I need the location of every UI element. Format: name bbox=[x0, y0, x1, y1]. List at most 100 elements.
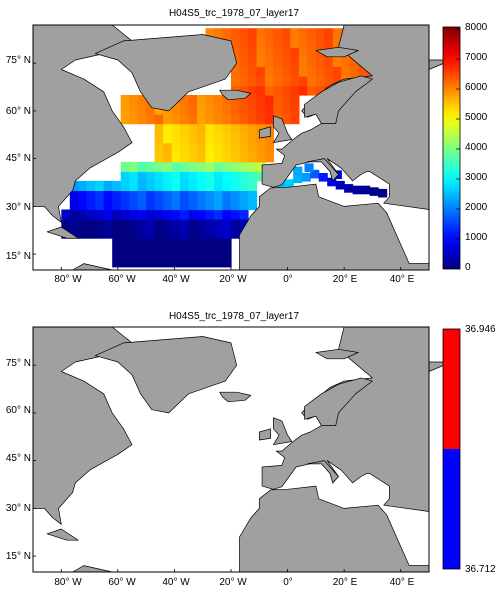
heatmap-cell bbox=[180, 257, 190, 268]
heatmap-cell bbox=[197, 247, 207, 258]
heatmap-cell bbox=[205, 123, 215, 134]
heatmap-cell bbox=[163, 228, 173, 239]
heatmap-cell bbox=[256, 104, 266, 115]
heatmap-cell bbox=[298, 66, 308, 77]
heatmap-cell bbox=[214, 171, 224, 182]
heatmap-cell bbox=[188, 104, 198, 115]
heatmap-cell bbox=[248, 180, 258, 191]
heatmap-cell bbox=[304, 163, 314, 172]
heatmap-cell bbox=[214, 28, 224, 39]
heatmap-cell bbox=[120, 180, 130, 191]
heatmap-cell bbox=[129, 114, 139, 125]
heatmap-cell bbox=[231, 123, 241, 134]
heatmap-cell bbox=[214, 180, 224, 191]
heatmap-cell bbox=[248, 75, 258, 86]
heatmap-cell bbox=[129, 95, 139, 106]
chart2-x-tick: 80° W bbox=[54, 577, 82, 588]
chart2-title: H04S5_trc_1978_07_layer17 bbox=[168, 311, 300, 322]
heatmap-cell bbox=[163, 133, 173, 144]
heatmap-cell bbox=[273, 47, 283, 58]
heatmap-cell bbox=[129, 104, 139, 115]
heatmap-cell bbox=[205, 171, 215, 182]
chart1-x-tick: 80° W bbox=[54, 274, 82, 285]
heatmap-cell bbox=[146, 200, 156, 211]
heatmap-cell bbox=[315, 56, 325, 67]
heatmap-cell bbox=[112, 257, 122, 268]
heatmap-cell bbox=[86, 228, 96, 239]
chart2-y-tick: 45° N bbox=[5, 453, 31, 464]
heatmap-cell bbox=[146, 228, 156, 239]
heatmap-cell bbox=[69, 180, 79, 191]
heatmap-cell bbox=[69, 228, 79, 239]
heatmap-cell bbox=[197, 209, 207, 220]
chart2-y-tick: 60° N bbox=[5, 405, 31, 416]
heatmap-cell bbox=[307, 47, 317, 58]
heatmap-cell bbox=[205, 190, 215, 201]
heatmap-cell bbox=[146, 180, 156, 191]
heatmap-cell bbox=[129, 247, 139, 258]
heatmap-cell bbox=[146, 114, 156, 125]
heatmap-cell bbox=[290, 37, 300, 48]
heatmap-cell bbox=[205, 200, 215, 211]
chart2-colorbar-tick: 36.712 bbox=[465, 564, 496, 575]
heatmap-cell bbox=[137, 238, 147, 249]
heatmap-cell bbox=[197, 238, 207, 249]
heatmap-cell bbox=[197, 152, 207, 163]
heatmap-cell bbox=[256, 37, 266, 48]
heatmap-cell bbox=[197, 104, 207, 115]
heatmap-cell bbox=[264, 133, 274, 144]
heatmap-cell bbox=[129, 190, 139, 201]
chart1-colorbar-tick: 2000 bbox=[465, 202, 488, 213]
heatmap-cell bbox=[180, 95, 190, 106]
heatmap-cell bbox=[180, 190, 190, 201]
heatmap-cell bbox=[214, 114, 224, 125]
heatmap-cell bbox=[205, 133, 215, 144]
heatmap-cell bbox=[231, 95, 241, 106]
heatmap-cell bbox=[163, 180, 173, 191]
heatmap-cell bbox=[239, 95, 249, 106]
heatmap-cell bbox=[180, 219, 190, 230]
heatmap-cell bbox=[248, 123, 258, 134]
heatmap-cell bbox=[248, 95, 258, 106]
heatmap-cell bbox=[239, 47, 249, 58]
heatmap-cell bbox=[315, 85, 325, 96]
heatmap-cell bbox=[188, 247, 198, 258]
heatmap-cell bbox=[231, 219, 241, 230]
heatmap-cell bbox=[222, 152, 232, 163]
heatmap-cell bbox=[273, 37, 283, 48]
heatmap-cell bbox=[197, 123, 207, 134]
heatmap-cell bbox=[95, 209, 105, 220]
land-italy bbox=[307, 158, 339, 182]
map-panel-1 bbox=[32, 24, 452, 271]
heatmap-cell bbox=[231, 104, 241, 115]
heatmap-cell bbox=[298, 75, 308, 86]
heatmap-cell bbox=[188, 257, 198, 268]
heatmap-cell bbox=[222, 104, 232, 115]
heatmap-cell bbox=[307, 37, 317, 48]
heatmap-cell bbox=[78, 180, 88, 191]
heatmap-cell bbox=[146, 161, 156, 172]
chart1-y-tick: 60° N bbox=[5, 106, 31, 117]
heatmap-cell bbox=[248, 37, 258, 48]
heatmap-cell bbox=[222, 247, 232, 258]
heatmap-cell bbox=[231, 190, 241, 201]
heatmap-cell bbox=[214, 200, 224, 211]
heatmap-cell bbox=[248, 114, 258, 125]
heatmap-cell bbox=[214, 219, 224, 230]
heatmap-cell bbox=[112, 219, 122, 230]
heatmap-cell bbox=[112, 228, 122, 239]
heatmap-cell bbox=[205, 161, 215, 172]
heatmap-cell bbox=[239, 56, 249, 67]
heatmap-cell bbox=[69, 209, 79, 220]
heatmap-cell bbox=[264, 28, 274, 39]
heatmap-cell bbox=[205, 209, 215, 220]
heatmap-cell bbox=[112, 209, 122, 220]
heatmap-cell bbox=[103, 190, 113, 201]
heatmap-cell bbox=[290, 47, 300, 58]
heatmap-cell bbox=[146, 247, 156, 258]
heatmap-cell bbox=[281, 66, 291, 77]
heatmap-cell bbox=[120, 228, 130, 239]
heatmap-cell bbox=[248, 161, 258, 172]
heatmap-cell bbox=[137, 171, 147, 182]
heatmap-cell bbox=[315, 28, 325, 39]
